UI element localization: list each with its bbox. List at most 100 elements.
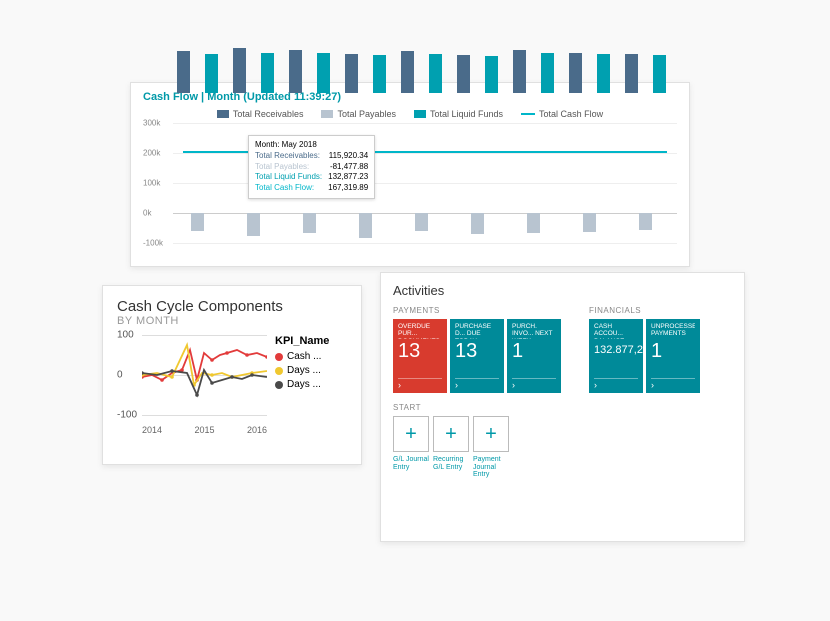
kpi-marker: [245, 353, 249, 357]
chevron-right-icon: ›: [398, 380, 401, 390]
tile-value: 1: [512, 341, 556, 361]
tile-divider: [455, 378, 499, 379]
chevron-right-icon: ›: [455, 380, 458, 390]
start-action-label: Payment Journal Entry: [473, 456, 509, 479]
start-action-button[interactable]: +: [393, 416, 429, 452]
kpi-tile[interactable]: PURCHASE D... DUE TODAY13›: [450, 319, 504, 393]
kpi-tile[interactable]: CASH ACCOU... BALANCE132.877,23›: [589, 319, 643, 393]
legend-label: Total Cash Flow: [539, 109, 603, 119]
payments-label: PAYMENTS: [393, 306, 561, 315]
cashcycle-panel: Cash Cycle Components BY MONTH 1000-100 …: [102, 285, 362, 465]
tile-label: UNPROCESSED PAYMENTS: [651, 323, 695, 339]
tile-divider: [512, 378, 556, 379]
kpi-marker: [210, 358, 214, 362]
bar-payables: [415, 213, 428, 231]
tile-value: 1: [651, 341, 695, 361]
tooltip-value: 167,319.89: [328, 183, 368, 194]
gridline: [142, 415, 267, 416]
bar-receivables: [289, 50, 302, 94]
legend-dot-icon: [275, 353, 283, 361]
activities-title: Activities: [393, 283, 732, 298]
legend-dot-icon: [275, 381, 283, 389]
tooltip-row: Total Payables:-81,477.88: [255, 162, 368, 173]
chevron-right-icon: ›: [512, 380, 515, 390]
bar-liquid: [373, 55, 386, 93]
chevron-right-icon: ›: [594, 380, 597, 390]
tile-value: 13: [455, 341, 499, 361]
cashflow-legend: Total Receivables Total Payables Total L…: [143, 109, 677, 119]
start-section: START +++ G/L Journal EntryRecurring G/L…: [393, 403, 732, 479]
kpi-tile[interactable]: PURCH. INVO... NEXT WEEK1›: [507, 319, 561, 393]
tile-divider: [651, 378, 695, 379]
x-axis-label: 2016: [247, 425, 267, 435]
cashcycle-subtitle: BY MONTH: [117, 315, 347, 327]
bar-receivables: [345, 54, 358, 93]
cashcycle-title: Cash Cycle Components: [117, 298, 347, 315]
activities-panel: Activities PAYMENTS OVERDUE PUR... DOCUM…: [380, 272, 745, 542]
kpi-marker: [170, 375, 174, 379]
kpi-tile[interactable]: OVERDUE PUR... DOCUMENTS13›: [393, 319, 447, 393]
bar-receivables: [569, 53, 582, 94]
tile-divider: [594, 378, 638, 379]
tooltip-row: Total Cash Flow: 167,319.89: [255, 183, 368, 194]
bar-payables: [191, 213, 204, 231]
tile-label: OVERDUE PUR... DOCUMENTS: [398, 323, 442, 339]
kpi-tile[interactable]: UNPROCESSED PAYMENTS 1 ›: [646, 319, 700, 393]
tooltip-label: Total Cash Flow:: [255, 183, 314, 194]
tooltip-value: -81,477.88: [330, 162, 368, 173]
start-action-button[interactable]: +: [433, 416, 469, 452]
cashcycle-lines-svg: [142, 335, 267, 415]
legend-item: Cash ...: [275, 351, 329, 362]
swatch-liquid: [414, 110, 426, 118]
kpi-marker: [210, 373, 214, 377]
kpi-marker: [195, 393, 199, 397]
bar-receivables: [625, 54, 638, 93]
payments-section: PAYMENTS OVERDUE PUR... DOCUMENTS13›PURC…: [393, 306, 561, 393]
tooltip-row: Total Liquid Funds:132,877.23: [255, 172, 368, 183]
bar-payables: [639, 213, 652, 230]
bar-receivables: [177, 51, 190, 93]
tile-divider: [398, 378, 442, 379]
legend-label: Cash ...: [287, 351, 321, 362]
tooltip-row: Total Receivables:115,920.34: [255, 151, 368, 162]
legend-label: Total Receivables: [233, 109, 304, 119]
kpi-marker: [170, 369, 174, 373]
y-axis-label: -100k: [143, 239, 163, 248]
legend-cashflow-line: Total Cash Flow: [521, 109, 603, 119]
legend-payables: Total Payables: [321, 109, 396, 119]
y-axis-label: 300k: [143, 119, 160, 128]
y-axis-label: 200k: [143, 149, 160, 158]
legend-liquid: Total Liquid Funds: [414, 109, 503, 119]
bar-liquid: [429, 54, 442, 93]
bar-receivables: [457, 55, 470, 93]
legend-label: Days ...: [287, 365, 321, 376]
y-axis-label: 100: [117, 330, 134, 341]
tile-label: CASH ACCOU... BALANCE: [594, 323, 638, 339]
bar-liquid: [541, 53, 554, 93]
legend-label: Total Liquid Funds: [430, 109, 503, 119]
tooltip-month: Month: May 2018: [255, 140, 368, 151]
bar-payables: [527, 213, 540, 233]
legend-item: Days ...: [275, 365, 329, 376]
cashflow-chart-panel: Cash Flow | Month (Updated 11:39:27) Tot…: [130, 82, 690, 267]
swatch-receivables: [217, 110, 229, 118]
financials-section: FINANCIALS CASH ACCOU... BALANCE132.877,…: [589, 306, 700, 393]
bar-liquid: [205, 54, 218, 93]
start-action-button[interactable]: +: [473, 416, 509, 452]
kpi-marker: [160, 378, 164, 382]
bar-liquid: [653, 55, 666, 93]
chevron-right-icon: ›: [651, 380, 654, 390]
tooltip-label: Total Receivables:: [255, 151, 320, 162]
bar-receivables: [233, 48, 246, 93]
cashcycle-legend-title: KPI_Name: [275, 335, 329, 347]
swatch-payables: [321, 110, 333, 118]
start-action-label: G/L Journal Entry: [393, 456, 429, 479]
y-axis-label: -100: [117, 410, 137, 421]
legend-receivables: Total Receivables: [217, 109, 304, 119]
financials-label: FINANCIALS: [589, 306, 700, 315]
start-action-label: Recurring G/L Entry: [433, 456, 469, 479]
legend-dot-icon: [275, 367, 283, 375]
kpi-marker: [230, 375, 234, 379]
tooltip-label: Total Liquid Funds:: [255, 172, 322, 183]
cashflow-chart-area: 300k200k100k0k-100k Month: May 2018 Tota…: [173, 123, 677, 243]
